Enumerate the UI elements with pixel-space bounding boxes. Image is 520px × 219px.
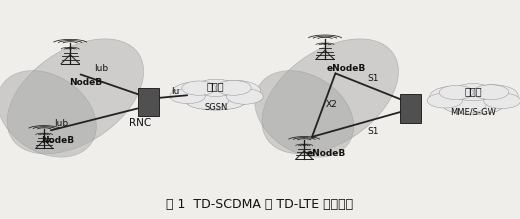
- Text: 核心网: 核心网: [207, 81, 225, 92]
- Ellipse shape: [255, 71, 354, 157]
- Text: MME/S-GW: MME/S-GW: [450, 107, 496, 116]
- Text: eNodeB: eNodeB: [307, 149, 346, 158]
- Circle shape: [467, 85, 518, 106]
- Text: S1: S1: [368, 127, 379, 136]
- Circle shape: [210, 80, 261, 102]
- Text: SGSN: SGSN: [204, 103, 227, 112]
- Circle shape: [439, 85, 473, 100]
- Circle shape: [182, 81, 216, 95]
- Bar: [138, 88, 159, 116]
- Text: Iub: Iub: [94, 64, 109, 74]
- Circle shape: [443, 95, 486, 114]
- Circle shape: [172, 82, 220, 102]
- Circle shape: [196, 79, 236, 96]
- Text: Iub: Iub: [54, 119, 69, 128]
- Text: NodeB: NodeB: [41, 136, 74, 145]
- Text: 图 1  TD-SCDMA 与 TD-LTE 网络结构: 图 1 TD-SCDMA 与 TD-LTE 网络结构: [166, 198, 354, 211]
- Bar: [400, 94, 421, 123]
- Circle shape: [216, 80, 251, 95]
- Circle shape: [170, 89, 205, 104]
- Circle shape: [460, 95, 504, 114]
- Circle shape: [427, 93, 463, 108]
- Ellipse shape: [0, 71, 96, 157]
- Circle shape: [180, 80, 251, 110]
- Circle shape: [430, 86, 478, 106]
- Ellipse shape: [262, 39, 398, 154]
- Text: Iu: Iu: [172, 87, 180, 96]
- Circle shape: [484, 93, 520, 109]
- Text: S1: S1: [368, 74, 379, 83]
- Circle shape: [473, 85, 509, 100]
- Text: 核心网: 核心网: [464, 86, 482, 96]
- Circle shape: [203, 91, 246, 109]
- Circle shape: [226, 89, 263, 104]
- Text: RNC: RNC: [129, 118, 151, 128]
- Text: NodeB: NodeB: [69, 78, 102, 87]
- Circle shape: [438, 85, 509, 115]
- Circle shape: [185, 91, 229, 109]
- Text: X2: X2: [326, 99, 337, 109]
- Ellipse shape: [7, 39, 144, 154]
- Circle shape: [453, 84, 493, 101]
- Text: eNodeB: eNodeB: [326, 64, 366, 74]
